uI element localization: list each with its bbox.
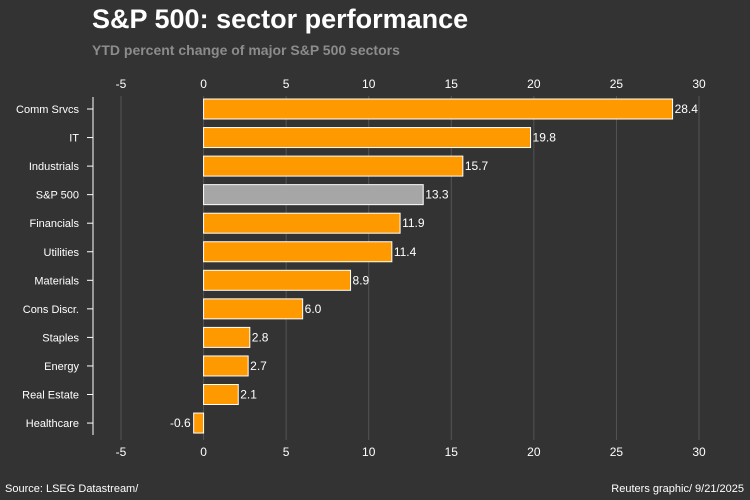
category-axis: Comm Srvcs IT Industrials S&P 500 Financials…	[16, 97, 94, 436]
x-axis-bottom: -5 0 5 10 15 20 25 30	[116, 445, 706, 459]
data-label: 15.7	[465, 159, 489, 173]
x-tick-label-top: 15	[445, 77, 459, 91]
category-label: Cons Discr.	[23, 304, 79, 316]
category-label: Comm Srvcs	[16, 104, 79, 116]
data-label: 13.3	[425, 188, 449, 202]
x-axis-top: -5 0 5 10 15 20 25 30	[116, 77, 706, 91]
data-label: 19.8	[533, 131, 557, 145]
bar-utilities	[203, 241, 393, 263]
x-tick-label-bottom: 10	[362, 445, 376, 459]
bar-cons-discr	[203, 298, 304, 320]
category-label: Healthcare	[26, 418, 79, 430]
x-tick-label-top: 30	[692, 77, 706, 91]
bar-real-estate	[203, 384, 239, 405]
category-label: Energy	[44, 361, 79, 373]
data-label: 28.4	[675, 102, 699, 116]
chart-subtitle: YTD percent change of major S&P 500 sect…	[92, 42, 400, 58]
x-tick-label-bottom: 30	[692, 445, 706, 459]
chart-title: S&P 500: sector performance	[92, 4, 469, 34]
data-label: 2.1	[240, 388, 257, 402]
data-label: -0.6	[170, 416, 191, 430]
x-tick-label-bottom: 25	[610, 445, 624, 459]
x-tick-label-top: -5	[116, 77, 127, 91]
x-tick-label-bottom: -5	[116, 445, 127, 459]
source-note: Source: LSEG Datastream/	[5, 483, 139, 495]
bar-materials	[203, 269, 352, 291]
x-tick-label-top: 0	[200, 77, 207, 91]
bar-healthcare	[193, 412, 205, 434]
credit-note: Reuters graphic/ 9/21/2025	[611, 483, 744, 495]
x-tick-label-bottom: 15	[445, 445, 459, 459]
data-label: 6.0	[305, 302, 322, 316]
bar-energy	[203, 355, 249, 377]
category-label: Real Estate	[22, 390, 79, 402]
x-tick-label-bottom: 5	[283, 445, 290, 459]
bar-industrials	[203, 155, 464, 177]
x-tick-label-top: 25	[610, 77, 624, 91]
category-label: Materials	[34, 275, 79, 287]
bars: 28.4 19.8 15.7 13.311.9 11.4 8.9 6.0 2.8 2.7 2.1 -…	[170, 98, 699, 434]
bar-financials	[203, 212, 401, 234]
bar-it	[203, 127, 532, 149]
x-tick-label-top: 20	[527, 77, 541, 91]
data-label: 11.9	[402, 216, 425, 230]
category-label: Industrials	[29, 161, 80, 173]
bar-staples	[203, 326, 251, 348]
data-label: 8.9	[353, 273, 370, 287]
category-label: S&P 500	[36, 190, 79, 202]
x-tick-label-top: 5	[283, 77, 290, 91]
data-label: 11.4	[394, 245, 417, 259]
x-tick-label-top: 10	[362, 77, 376, 91]
category-label: Financials	[29, 218, 79, 230]
x-tick-label-bottom: 20	[527, 445, 541, 459]
data-label: 2.8	[252, 330, 269, 344]
bar-comm-srvcs	[203, 98, 674, 120]
data-label: 2.7	[250, 359, 267, 373]
gridlines	[120, 96, 700, 440]
x-tick-label-bottom: 0	[200, 445, 207, 459]
category-label: Staples	[42, 332, 79, 344]
category-label: Utilities	[44, 247, 80, 259]
category-label: IT	[69, 133, 79, 145]
bar-s-p-500	[203, 184, 424, 206]
